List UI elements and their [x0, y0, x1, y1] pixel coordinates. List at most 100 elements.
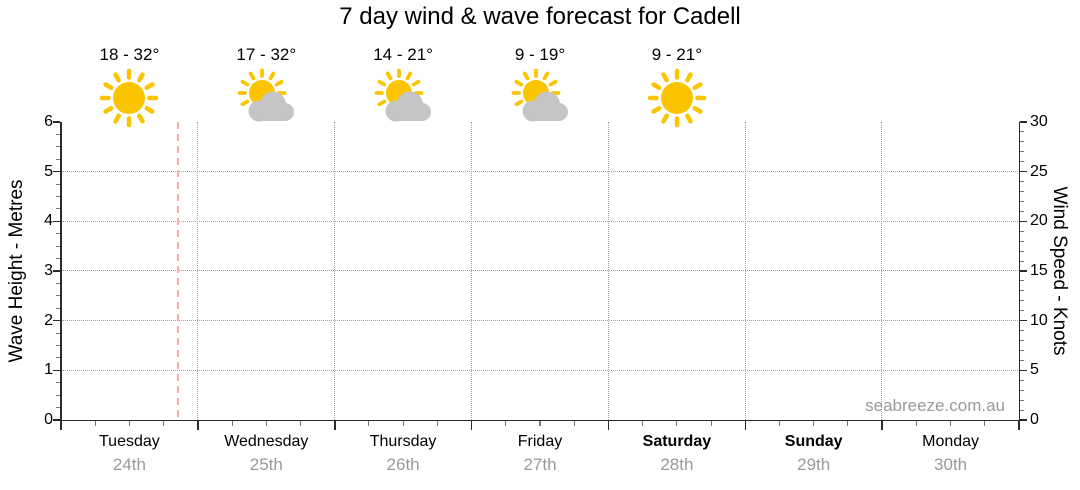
day-label: Friday: [517, 433, 563, 450]
wind-axis-minor-tick: [1020, 399, 1024, 401]
time-axis-tick: [744, 421, 746, 430]
wave-axis-minor-tick: [56, 195, 60, 198]
time-axis-minor-tick: [710, 421, 712, 426]
time-axis-minor-tick: [265, 421, 267, 426]
wind-tick-label: 10: [1030, 311, 1048, 329]
forecast-item: 18 - 32°: [61, 45, 197, 133]
wave-axis-tick: [53, 270, 60, 272]
wind-tick-label: 15: [1030, 262, 1048, 279]
temp-range-label: 9 - 19°: [514, 45, 566, 64]
partly-cloudy-icon: [511, 68, 568, 122]
time-axis-minor-tick: [984, 421, 986, 426]
wave-axis-tick: [53, 369, 60, 372]
wave-axis-minor-tick: [56, 245, 60, 247]
wind-axis-minor-tick: [1020, 190, 1024, 193]
wind-axis-tick: [1020, 369, 1027, 372]
time-axis-minor-tick: [539, 421, 541, 426]
time-axis-minor-tick: [847, 421, 849, 426]
time-axis-minor-tick: [368, 421, 370, 426]
wind-axis-tick: [1020, 419, 1027, 421]
forecast-item: 9 - 21°: [609, 45, 745, 133]
time-axis-minor-tick: [505, 421, 507, 426]
wind-tick-label: 30: [1030, 113, 1048, 130]
wind-axis-minor-tick: [1020, 250, 1024, 252]
wave-axis-minor-tick: [56, 394, 60, 396]
wave-axis-minor-tick: [56, 357, 60, 359]
day-label: Wednesday: [224, 433, 309, 450]
time-axis-tick: [881, 421, 883, 430]
forecast-item: 17 - 32°: [198, 45, 334, 133]
wind-axis-tick: [1020, 220, 1027, 223]
wave-axis-minor-tick: [56, 233, 60, 235]
partly-cloudy-icon: [374, 68, 432, 122]
wind-tick-label: 20: [1030, 212, 1048, 230]
h-gridline: [62, 270, 1018, 272]
time-axis-minor-tick: [950, 421, 952, 426]
time-axis-minor-tick: [778, 421, 781, 426]
time-axis-minor-tick: [128, 421, 130, 426]
v-gridline: [334, 122, 335, 420]
date-label: 27th: [523, 455, 557, 474]
forecast-item: 14 - 21°: [335, 45, 471, 133]
wave-tick-label: 1: [44, 361, 53, 379]
wave-axis-minor-tick: [56, 382, 60, 384]
time-axis-minor-tick: [94, 421, 96, 426]
sunny-icon: [647, 68, 707, 128]
wave-axis-minor-tick: [56, 344, 60, 347]
time-axis-minor-tick: [915, 421, 917, 426]
h-gridline: [62, 170, 1018, 172]
v-gridline: [881, 122, 883, 420]
wave-axis-minor-tick: [56, 208, 60, 210]
v-gridline: [607, 122, 609, 420]
wave-axis-minor-tick: [56, 407, 60, 409]
wave-axis-minor-tick: [56, 133, 60, 135]
time-axis-minor-tick: [163, 421, 165, 426]
time-axis-minor-tick: [402, 421, 404, 426]
wind-axis-minor-tick: [1020, 290, 1024, 292]
wave-axis-minor-tick: [56, 295, 60, 297]
v-gridline: [197, 122, 199, 420]
wind-speed-axis-title: Wind Speed - Knots: [1049, 186, 1070, 356]
wind-axis-minor-tick: [1020, 240, 1024, 242]
wave-axis-tick: [53, 319, 60, 322]
date-label: 30th: [934, 455, 968, 474]
time-axis-minor-tick: [813, 421, 815, 426]
wave-axis-minor-tick: [56, 158, 60, 160]
time-axis-tick: [470, 421, 473, 430]
wind-axis-tick: [1020, 170, 1027, 173]
wind-axis-minor-tick: [1020, 230, 1024, 232]
wind-axis-minor-tick: [1020, 310, 1024, 312]
wind-axis-minor-tick: [1020, 151, 1024, 153]
date-label: 29th: [797, 455, 831, 474]
wind-axis-minor-tick: [1020, 131, 1024, 133]
day-label: Sunday: [784, 433, 843, 450]
wind-axis-minor-tick: [1020, 141, 1024, 143]
wave-tick-label: 2: [44, 311, 53, 329]
wave-tick-label: 5: [44, 162, 53, 180]
wave-tick-label: 6: [44, 113, 53, 130]
time-axis-minor-tick: [299, 421, 302, 426]
wind-axis-minor-tick: [1020, 379, 1024, 381]
partly-cloudy-icon: [237, 68, 295, 122]
watermark-text: seabreeze.com.au: [865, 396, 1005, 415]
current-time-marker: [177, 122, 179, 420]
wave-axis-minor-tick: [56, 146, 60, 148]
day-label: Thursday: [369, 433, 437, 450]
wind-axis-minor-tick: [1020, 409, 1024, 411]
date-label: 28th: [660, 455, 694, 474]
h-gridline: [62, 319, 1018, 321]
wind-axis-minor-tick: [1020, 389, 1024, 391]
temp-range-label: 17 - 32°: [236, 45, 297, 64]
time-axis-minor-tick: [676, 421, 678, 426]
time-axis-line: [60, 419, 1020, 421]
temp-range-label: 9 - 21°: [651, 45, 703, 64]
temp-range-label: 18 - 32°: [99, 45, 160, 64]
wind-axis-minor-tick: [1020, 161, 1024, 163]
time-axis-tick: [607, 421, 610, 430]
wave-tick-label: 4: [44, 212, 53, 230]
wind-tick-label: 25: [1030, 162, 1048, 180]
time-axis-minor-tick: [436, 421, 438, 426]
v-gridline: [470, 122, 472, 420]
time-axis-minor-tick: [642, 421, 644, 426]
